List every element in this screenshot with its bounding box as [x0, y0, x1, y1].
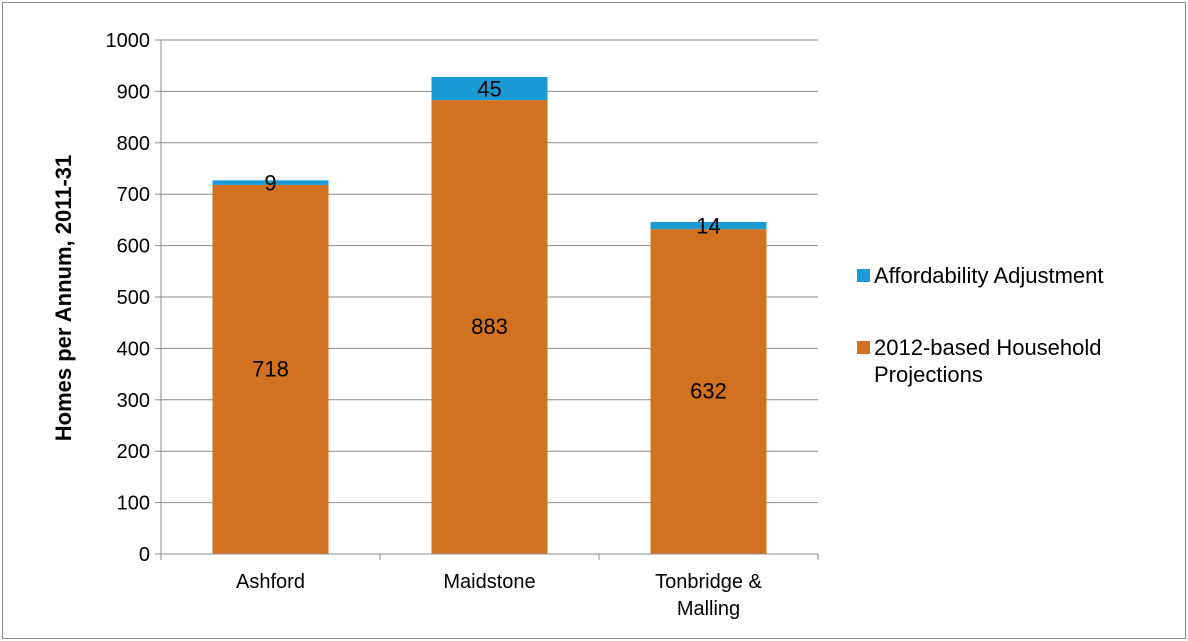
- axes: 0 100 200 300 400 500 600 700 800 900 1000 Ashford M…: [106, 30, 819, 620]
- y-tick-label: 0: [139, 544, 150, 566]
- y-tick-label: 600: [117, 236, 150, 258]
- legend-swatch: [857, 269, 870, 282]
- legend-swatch: [857, 341, 870, 354]
- legend-label: Affordability Adjustment: [874, 263, 1104, 288]
- data-labels: 718 9 883 45 632 14: [252, 77, 727, 404]
- data-label: 9: [264, 171, 276, 196]
- bar-affordability-adjustment: [431, 77, 548, 101]
- x-tick-label: Maidstone: [443, 571, 535, 593]
- data-label: 14: [696, 214, 720, 239]
- bar-household-projections: [650, 229, 767, 555]
- legend-label: 2012-based Household: [874, 335, 1102, 360]
- y-tick-label: 100: [117, 493, 150, 515]
- x-tick-label: Malling: [677, 598, 740, 620]
- y-tick-label: 300: [117, 390, 150, 412]
- bar-household-projections: [431, 100, 548, 554]
- y-axis-title: Homes per Annum, 2011-31: [51, 155, 76, 442]
- y-tick-label: 800: [117, 133, 150, 155]
- data-label: 45: [477, 77, 501, 102]
- bar-household-projections: [212, 184, 329, 554]
- y-tick-label: 500: [117, 287, 150, 309]
- bar-affordability-adjustment: [212, 180, 329, 185]
- bar-affordability-adjustment: [650, 221, 767, 230]
- y-tick-label: 400: [117, 338, 150, 360]
- legend-label: Projections: [874, 362, 983, 387]
- x-tick-label: Tonbridge &: [655, 571, 762, 593]
- y-tick-label: 700: [117, 184, 150, 206]
- legend: Affordability Adjustment 2012-based House…: [857, 263, 1104, 387]
- data-label: 883: [471, 314, 508, 339]
- y-tick-label: 900: [117, 81, 150, 103]
- data-label: 632: [690, 379, 727, 404]
- bars: [212, 77, 767, 555]
- data-label: 718: [252, 356, 289, 381]
- x-tick-label: Ashford: [236, 571, 305, 593]
- y-tick-label: 1000: [106, 30, 151, 52]
- y-tick-label: 200: [117, 441, 150, 463]
